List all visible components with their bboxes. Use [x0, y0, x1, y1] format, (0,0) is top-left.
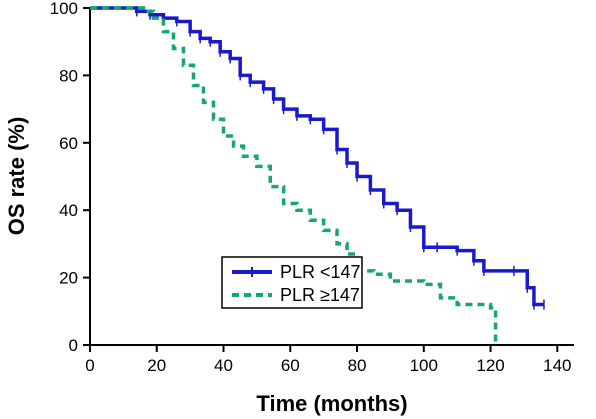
legend-box: [221, 256, 363, 309]
x-tick-label: 140: [543, 356, 571, 375]
x-tick-label: 0: [85, 356, 94, 375]
x-tick-label: 120: [476, 356, 504, 375]
legend: PLR <147 PLR ≥147: [221, 256, 363, 309]
y-tick-label: 0: [69, 336, 78, 355]
y-tick-label: 20: [59, 269, 78, 288]
y-axis-title: OS rate (%): [4, 117, 29, 236]
x-axis: 0 20 40 60 80 100 120 140: [85, 344, 574, 375]
y-ticks: 0 20 40 60 80 100: [50, 0, 90, 355]
y-tick-label: 40: [59, 201, 78, 220]
series-line-1: [90, 6, 498, 345]
x-axis-title: Time (months): [256, 391, 407, 416]
legend-label-plr-low: PLR <147: [280, 262, 361, 282]
legend-label-plr-high: PLR ≥147: [280, 285, 360, 305]
x-ticks: 0 20 40 60 80 100 120 140: [85, 345, 571, 375]
x-tick-label: 100: [410, 356, 438, 375]
x-tick-label: 20: [147, 356, 166, 375]
y-tick-label: 60: [59, 134, 78, 153]
y-tick-label: 100: [50, 0, 78, 18]
x-tick-label: 60: [281, 356, 300, 375]
x-tick-label: 80: [348, 356, 367, 375]
y-axis: 0 20 40 60 80 100: [50, 0, 91, 355]
series-layer: [90, 6, 545, 345]
y-tick-label: 80: [59, 66, 78, 85]
x-tick-label: 40: [214, 356, 233, 375]
